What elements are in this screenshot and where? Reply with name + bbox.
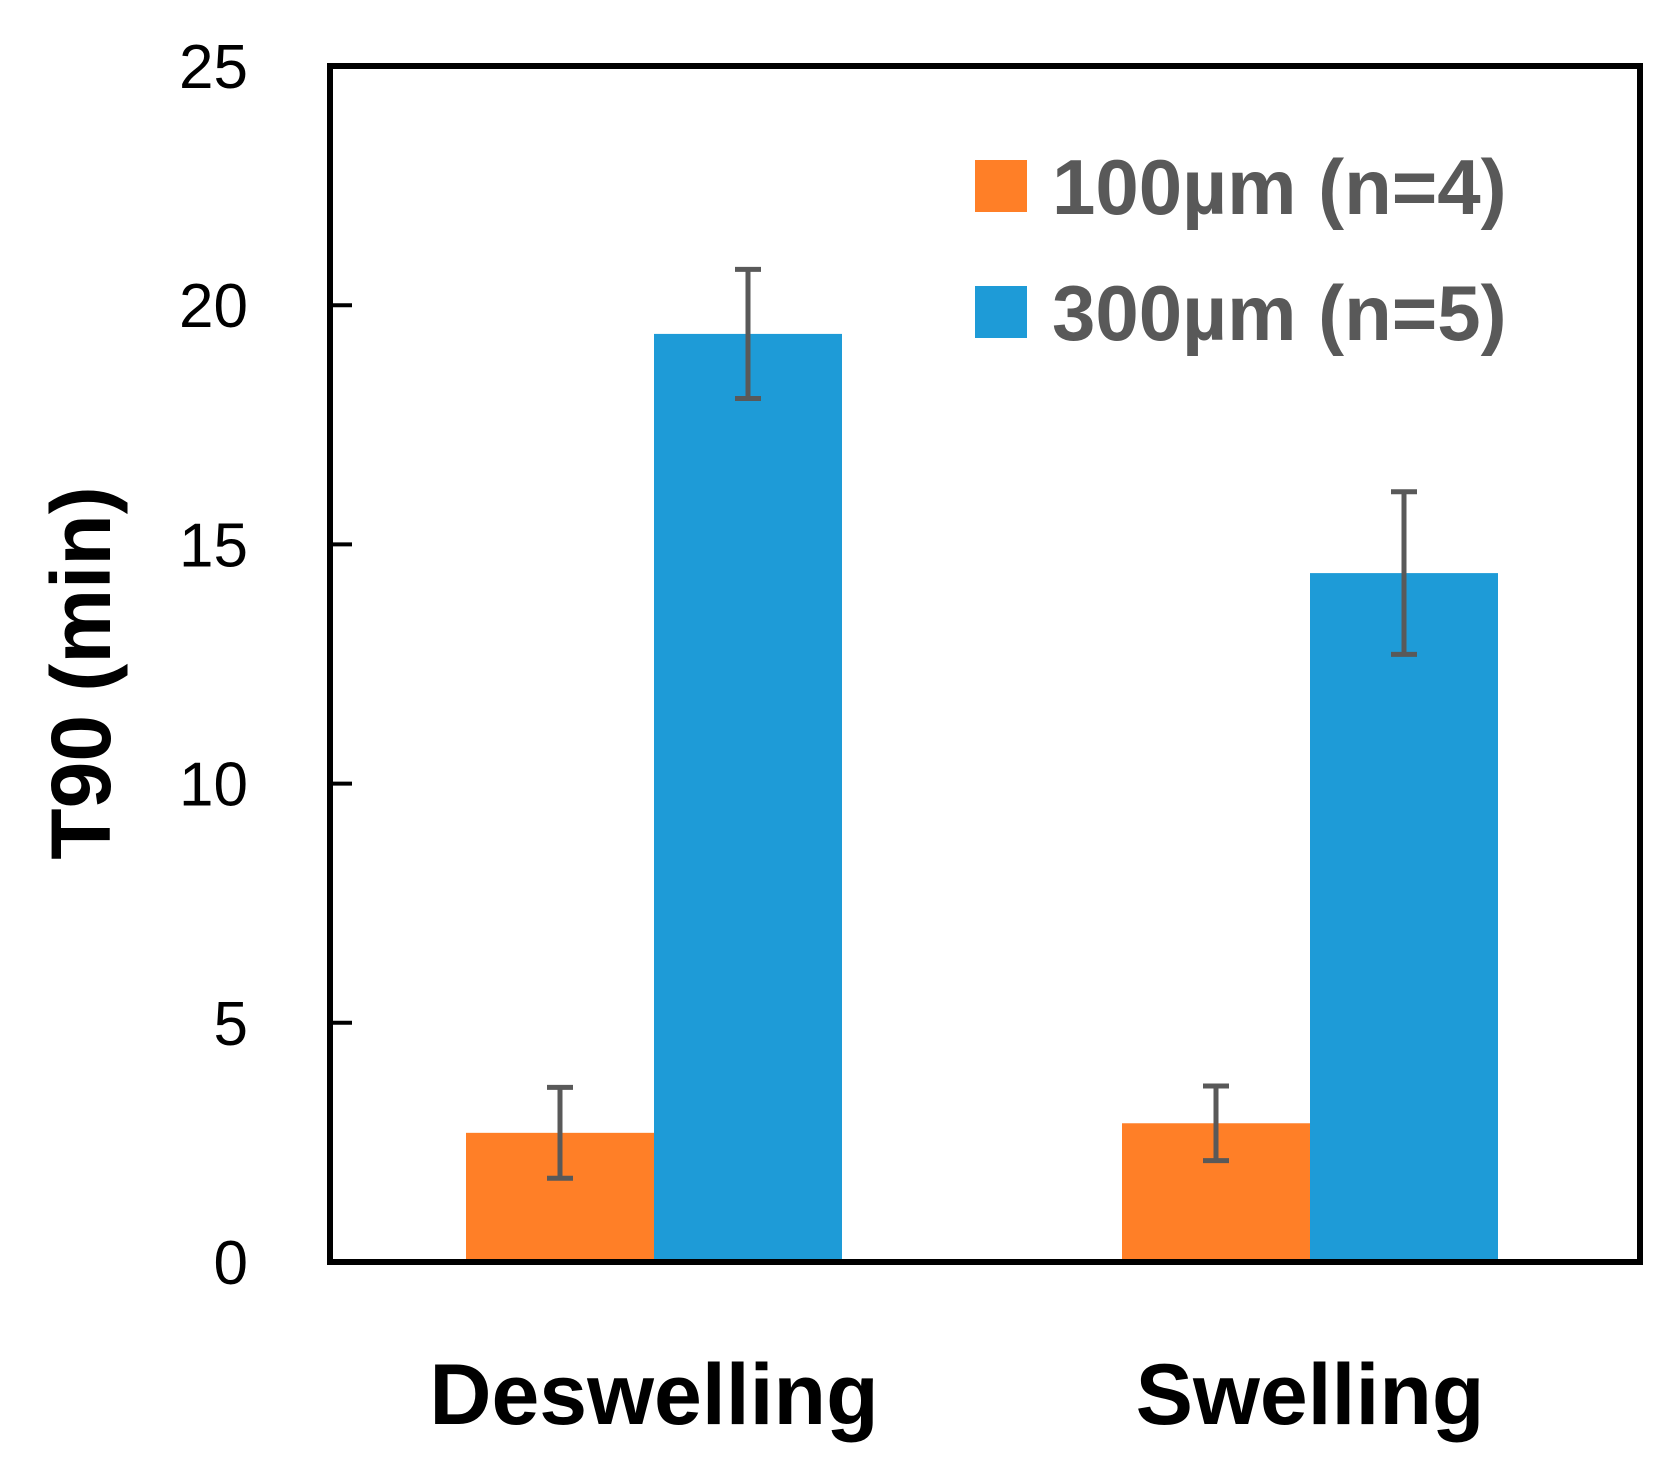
y-axis-title: T90 (min) bbox=[34, 486, 128, 859]
y-axis: 0 5 10 15 20 25 bbox=[179, 33, 352, 1298]
y-tick-label-20: 20 bbox=[179, 272, 248, 341]
bar-swelling-series-1 bbox=[1310, 573, 1498, 1262]
y-tick-label-10: 10 bbox=[179, 751, 248, 820]
legend-swatch-series-0 bbox=[975, 160, 1027, 212]
x-axis: Deswelling Swelling bbox=[429, 1347, 1484, 1443]
y-tick-label-0: 0 bbox=[214, 1229, 248, 1298]
x-category-label-swelling: Swelling bbox=[1136, 1347, 1485, 1443]
y-tick-label-5: 5 bbox=[214, 990, 248, 1059]
legend: 100µm (n=4) 300µm (n=5) bbox=[975, 143, 1507, 357]
y-tick-label-25: 25 bbox=[179, 33, 248, 102]
legend-swatch-series-1 bbox=[975, 286, 1027, 338]
x-category-label-deswelling: Deswelling bbox=[429, 1347, 878, 1443]
bar-deswelling-series-1 bbox=[654, 333, 842, 1262]
y-tick-label-15: 15 bbox=[179, 511, 248, 580]
plot-area bbox=[466, 266, 1498, 1262]
legend-label-series-0: 100µm (n=4) bbox=[1052, 143, 1507, 231]
legend-label-series-1: 300µm (n=5) bbox=[1052, 269, 1507, 357]
plot-frame bbox=[327, 63, 1643, 1265]
